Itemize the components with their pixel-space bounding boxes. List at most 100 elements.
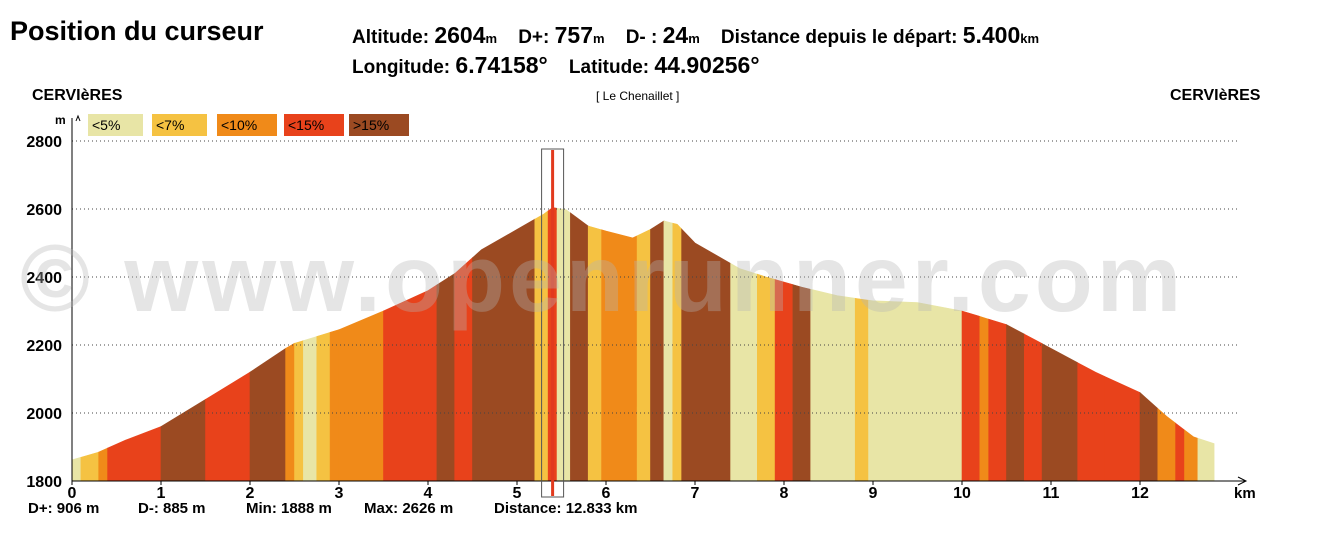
x-axis-label: km xyxy=(1234,485,1256,502)
altitude-label: Altitude: xyxy=(352,27,430,48)
legend-label-lt7: <7% xyxy=(156,117,184,133)
profile-segment-lt7 xyxy=(80,451,99,482)
legend-swatch-lt10 xyxy=(217,114,277,136)
latitude-value: 44.90256° xyxy=(654,52,760,78)
y-tick-label: 2000 xyxy=(26,406,62,423)
profile-segment-lt5 xyxy=(71,456,82,482)
x-tick-label: 6 xyxy=(602,485,611,502)
longitude-value: 6.74158° xyxy=(455,52,548,78)
profile-segment-lt7 xyxy=(294,340,304,482)
legend-swatch-lt7 xyxy=(152,114,207,136)
profile-segment-gt15 xyxy=(1041,343,1078,482)
profile-segment-lt7 xyxy=(636,228,651,482)
profile-segment-lt15 xyxy=(107,426,162,482)
dminus-value: 24 xyxy=(662,22,689,48)
profile-segment-gt15 xyxy=(1139,391,1159,482)
profile-segment-lt10 xyxy=(285,342,295,482)
y-tick-label: 2200 xyxy=(26,338,62,355)
x-tick-label: 12 xyxy=(1131,485,1149,502)
x-tick-label: 11 xyxy=(1043,485,1060,502)
profile-segment-lt7 xyxy=(757,273,776,482)
profile-segment-gt15 xyxy=(650,220,665,482)
x-tick-label: 10 xyxy=(953,485,971,502)
total-dplus: D+: 906 m xyxy=(28,500,100,517)
altitude-unit: m xyxy=(485,31,498,46)
profile-segment-gt15 xyxy=(472,218,536,482)
dplus-label: D+: xyxy=(518,27,550,48)
legend-swatch-lt5 xyxy=(88,114,143,136)
x-tick-label: 0 xyxy=(68,485,77,502)
dplus-unit: m xyxy=(593,31,605,46)
max-altitude: Max: 2626 m xyxy=(364,500,454,517)
profile-segment-gt15 xyxy=(792,284,811,482)
profile-segment-lt10 xyxy=(338,310,384,482)
profile-segment-gt15 xyxy=(436,273,455,482)
profile-segment-lt15 xyxy=(383,284,438,482)
profile-segment-lt5 xyxy=(303,336,318,482)
y-axis-label: m xyxy=(55,113,66,127)
x-tick-label: 1 xyxy=(157,485,166,502)
profile-segment-gt15 xyxy=(1006,324,1025,482)
profile-segment-gt15 xyxy=(570,212,589,482)
profile-segment-lt15 xyxy=(1077,362,1105,482)
y-tick-label: 1800 xyxy=(26,474,62,491)
total-distance: Distance: 12.833 km xyxy=(494,500,638,517)
profile-segment-lt15 xyxy=(988,318,1007,482)
profile-segment-lt10 xyxy=(98,447,108,482)
distance-label: Distance depuis le départ: xyxy=(720,27,958,48)
x-tick-label: 7 xyxy=(691,485,700,502)
longitude-label: Longitude: xyxy=(352,57,451,78)
x-tick-label: 4 xyxy=(424,485,433,502)
legend-label-lt15: <15% xyxy=(288,117,324,133)
legend-swatch-gt15 xyxy=(349,114,409,136)
start-place-label: CERVIèRES xyxy=(32,87,123,104)
distance-unit: km xyxy=(1020,31,1040,46)
legend-swatch-lt15 xyxy=(284,114,344,136)
legend-label-lt10: <10% xyxy=(221,117,257,133)
distance-value: 5.400 xyxy=(962,22,1021,48)
profile-segment-lt15 xyxy=(1104,375,1141,482)
panel-title: Position du curseur xyxy=(10,16,264,46)
x-tick-label: 3 xyxy=(335,485,344,502)
profile-segment-lt10 xyxy=(1184,429,1199,482)
profile-segment-lt10 xyxy=(601,229,638,482)
dminus-label: D- : xyxy=(625,27,658,48)
profile-segment-lt15 xyxy=(1175,422,1185,482)
min-altitude: Min: 1888 m xyxy=(246,500,332,517)
profile-segment-lt10 xyxy=(329,329,340,482)
profile-segment-lt5 xyxy=(663,220,674,482)
profile-segment-lt15 xyxy=(774,279,794,482)
profile-segment-gt15 xyxy=(160,398,206,482)
x-axis-arrow xyxy=(1237,476,1248,486)
end-place-label: CERVIèRES xyxy=(1170,87,1261,104)
dplus-value: 757 xyxy=(554,22,593,48)
profile-segment-lt5 xyxy=(730,262,758,482)
y-tick-label: 2400 xyxy=(26,270,62,287)
profile-segment-lt5 xyxy=(810,288,856,482)
profile-segment-lt15 xyxy=(205,371,251,482)
profile-segment-lt15 xyxy=(961,310,981,482)
cursor-info-line-2: Longitude: 6.74158° Latitude: 44.90256° xyxy=(352,52,760,79)
total-dminus: D-: 885 m xyxy=(138,500,206,517)
x-tick-label: 5 xyxy=(513,485,522,502)
y-axis-arrow xyxy=(75,114,81,122)
profile-segment-lt7 xyxy=(672,222,682,482)
legend-label-lt5: <5% xyxy=(92,117,120,133)
x-tick-label: 8 xyxy=(780,485,789,502)
pass-place-label: [ Le Chenaillet ] xyxy=(596,89,680,103)
profile-segment-gt15 xyxy=(249,347,286,482)
profile-segment-lt7 xyxy=(854,297,869,482)
profile-segment-lt7 xyxy=(316,331,331,482)
profile-segment-lt15 xyxy=(1024,333,1043,482)
altitude-value: 2604 xyxy=(434,22,486,48)
profile-segment-lt15 xyxy=(454,257,473,482)
legend-label-gt15: >15% xyxy=(353,117,389,133)
profile-segment-lt5 xyxy=(1197,437,1215,482)
x-tick-label: 9 xyxy=(869,485,878,502)
cursor-box xyxy=(541,148,565,498)
x-tick-label: 2 xyxy=(246,485,255,502)
profile-segment-lt7 xyxy=(587,225,602,482)
latitude-label: Latitude: xyxy=(568,57,650,78)
dminus-unit: m xyxy=(688,31,700,46)
